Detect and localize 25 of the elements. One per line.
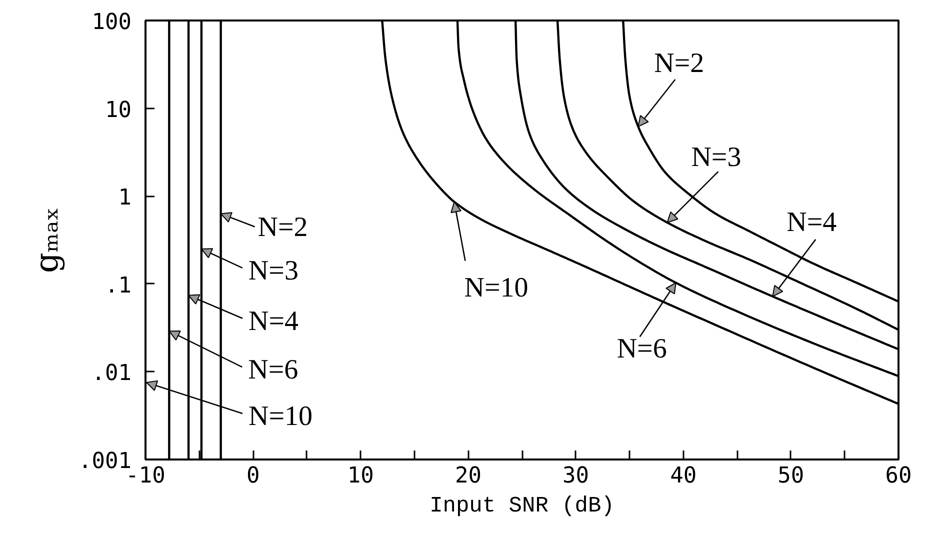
y-tick-label: 1: [118, 186, 132, 211]
y-tick-label: .001: [78, 449, 132, 474]
y-tick-label: .01: [92, 361, 132, 386]
annotation: N=2: [258, 212, 308, 244]
annotation: N=3: [248, 255, 298, 286]
x-tick-label: 10: [347, 464, 374, 488]
annotation: N=4: [786, 206, 837, 238]
x-tick-label: 50: [778, 464, 804, 488]
x-tick-label: 40: [670, 464, 697, 488]
y-tick-label: 10: [105, 98, 132, 123]
y-tick-label: 100: [92, 10, 132, 35]
x-tick-label: 60: [885, 464, 912, 488]
annotation: N=10: [248, 401, 313, 432]
y-axis-title: gₘₐₓ: [28, 206, 66, 274]
annotation: N=10: [464, 272, 528, 304]
x-tick-label: 30: [562, 464, 590, 488]
annotation: N=6: [248, 354, 298, 386]
x-tick-label: 20: [454, 464, 482, 488]
x-tick-label: 0: [246, 464, 260, 488]
annotation: N=3: [691, 142, 742, 174]
annotation: N=4: [248, 306, 299, 337]
y-tick-label: .1: [105, 273, 132, 298]
x-axis-title: Input SNR (dB): [430, 494, 614, 518]
annotation: N=6: [616, 333, 667, 364]
annotation: N=2: [654, 48, 704, 80]
